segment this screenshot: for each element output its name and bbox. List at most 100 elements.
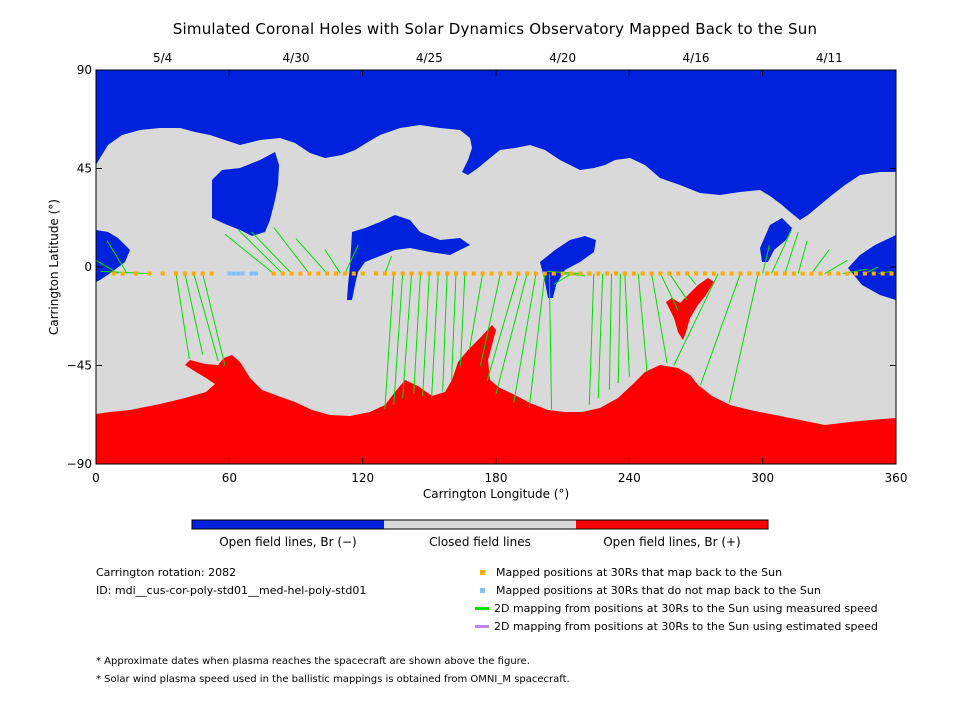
x-tick-label-3: 180 — [485, 471, 508, 485]
mapped-point-0 — [111, 271, 116, 276]
legend-measured-label: 2D mapping from positions at 30Rs to the… — [494, 602, 878, 615]
negative-coronal-hole-lon345 — [848, 235, 896, 300]
mapped-point-68 — [791, 271, 796, 276]
mapped-point-74 — [845, 271, 850, 276]
mapped-point-61 — [729, 271, 734, 276]
mapped-point-36 — [507, 271, 512, 276]
measured-swatch — [475, 607, 489, 610]
mapped-point-54 — [667, 271, 672, 276]
mapped-point-12 — [289, 271, 294, 276]
y-tick-label-0: 90 — [77, 63, 92, 77]
mapped-swatch — [480, 570, 485, 575]
negative-coronal-hole-lon200 — [540, 236, 596, 298]
mapped-point-18 — [342, 271, 347, 276]
mapping-line-49 — [784, 231, 799, 274]
mapped-point-15 — [316, 271, 321, 276]
mapped-point-58 — [702, 271, 707, 276]
mapped-point-56 — [685, 271, 690, 276]
mapped-point-69 — [800, 271, 805, 276]
mapped-point-31 — [462, 271, 467, 276]
mapping-line-0 — [95, 260, 119, 274]
x-axis-label: Carrington Longitude (°) — [423, 487, 569, 501]
mapping-line-25 — [479, 273, 501, 366]
mapped-point-55 — [676, 271, 681, 276]
mapped-point-8 — [200, 271, 205, 276]
mapping-line-16 — [393, 273, 404, 405]
mapping-line-41 — [659, 273, 679, 311]
mapped-point-6 — [182, 271, 187, 276]
mapped-point-45 — [587, 271, 592, 276]
colorbar-negative-label: Open field lines, Br (−) — [219, 535, 357, 549]
mapping-line-51 — [811, 249, 830, 274]
mapped-point-50 — [631, 271, 636, 276]
mapping-line-5 — [193, 273, 219, 362]
mapped-point-79 — [889, 271, 894, 276]
mapped-point-2 — [134, 271, 138, 276]
x-tick-label-1: 60 — [222, 471, 237, 485]
south-polar-coronal-hole — [96, 325, 896, 464]
unmapped-positions — [227, 271, 258, 276]
mapped-point-46 — [596, 271, 601, 276]
mapping-line-12 — [324, 249, 341, 274]
mapped-point-14 — [307, 271, 312, 276]
legend-measured: 2D mapping from positions at 30Rs to the… — [475, 602, 878, 615]
mapped-point-32 — [471, 271, 476, 276]
date-tick-label-3: 4/20 — [549, 51, 576, 65]
negative-coronal-hole-lon130 — [347, 215, 470, 300]
x-tick-label-6: 360 — [885, 471, 908, 485]
mapping-line-35 — [597, 273, 604, 399]
colorbar-closed-label: Closed field lines — [429, 535, 531, 549]
mapping-line-42 — [668, 273, 688, 301]
mapping-line-47 — [762, 244, 770, 274]
date-tick-label-5: 4/11 — [816, 51, 843, 65]
mapping-line-40 — [651, 273, 668, 364]
mapped-point-77 — [871, 271, 876, 276]
mapping-line-2 — [100, 270, 150, 275]
mapping-line-30 — [548, 273, 553, 410]
carrington-rotation: Carrington rotation: 2082 — [96, 566, 237, 579]
mapped-point-57 — [694, 271, 698, 276]
mapping-line-46 — [728, 273, 759, 403]
mapped-point-41 — [551, 271, 556, 276]
mapped-point-52 — [649, 271, 654, 276]
mapped-point-21 — [374, 271, 378, 276]
mapping-line-54 — [864, 266, 879, 275]
x-tick-label-5: 300 — [751, 471, 774, 485]
unmapped-point-0 — [227, 271, 232, 276]
mapping-line-18 — [413, 273, 421, 394]
unmapped-point-3 — [240, 271, 245, 276]
mapped-point-20 — [360, 271, 365, 276]
mapping-line-9 — [251, 231, 292, 274]
mapped-point-65 — [765, 271, 770, 276]
mapped-point-37 — [516, 271, 521, 276]
mapped-point-3 — [147, 271, 152, 276]
mapping-line-10 — [273, 227, 310, 274]
mapped-point-4 — [160, 271, 165, 276]
mapping-line-45 — [699, 273, 741, 386]
mapped-point-49 — [622, 271, 627, 276]
unmapped-point-5 — [254, 271, 258, 276]
mapped-point-44 — [578, 271, 583, 276]
mapped-point-76 — [862, 271, 867, 276]
mapped-point-25 — [409, 271, 414, 276]
mapping-line-34 — [588, 273, 595, 405]
mapping-line-14 — [384, 255, 393, 274]
colorbar-positive-label: Open field lines, Br (+) — [603, 535, 741, 549]
mapped-point-38 — [525, 271, 530, 276]
north-polar-coronal-hole — [96, 70, 896, 220]
legend-estimated: 2D mapping from positions at 30Rs to the… — [475, 620, 878, 633]
mapped-point-9 — [209, 271, 214, 276]
mapped-point-39 — [534, 271, 538, 276]
legend-mapped-label: Mapped positions at 30Rs that map back t… — [496, 566, 783, 579]
mapped-point-66 — [774, 271, 778, 276]
estimated-swatch — [475, 625, 489, 628]
mapped-point-28 — [436, 271, 441, 276]
mapping-line-28 — [513, 273, 537, 403]
legend-estimated-label: 2D mapping from positions at 30Rs to the… — [494, 620, 879, 633]
mapped-point-70 — [809, 271, 814, 276]
mapped-point-43 — [569, 271, 574, 276]
unmapped-point-4 — [249, 271, 254, 276]
mapped-point-60 — [720, 271, 725, 276]
y-axis: 90 45 0 −45 −90 — [67, 63, 896, 471]
mapping-line-15 — [384, 273, 395, 410]
